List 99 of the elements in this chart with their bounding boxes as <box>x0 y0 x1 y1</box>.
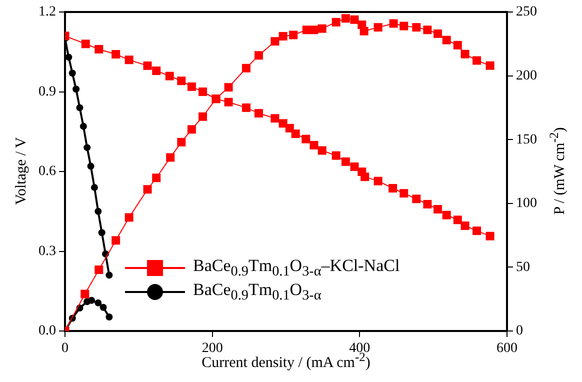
point <box>442 36 451 44</box>
point <box>434 29 442 38</box>
point <box>350 162 359 171</box>
point <box>198 112 207 121</box>
point <box>486 61 494 70</box>
point <box>242 64 250 72</box>
point <box>472 226 482 236</box>
y2-tick-label: 150 <box>516 132 537 148</box>
point <box>68 70 76 77</box>
point <box>152 66 161 75</box>
point <box>124 56 134 64</box>
point <box>318 24 326 33</box>
point <box>187 82 196 91</box>
point <box>460 50 470 58</box>
point <box>434 205 442 214</box>
point <box>332 18 340 26</box>
point <box>318 146 326 155</box>
point <box>254 51 263 60</box>
point <box>72 86 80 93</box>
point <box>152 174 161 182</box>
point <box>224 98 233 106</box>
y-tick-label: 0.0 <box>38 324 56 339</box>
point <box>400 22 408 30</box>
point <box>143 61 152 70</box>
point <box>453 40 462 50</box>
y-axis-title: Voltage / V <box>14 137 30 205</box>
point <box>177 138 186 146</box>
point <box>87 162 94 170</box>
point <box>177 76 186 86</box>
y2-tick-label: 200 <box>516 68 537 84</box>
point <box>291 130 300 138</box>
point <box>80 122 87 130</box>
y-tick-label: 0.3 <box>38 244 56 259</box>
x-tick-label: 200 <box>202 341 223 356</box>
point <box>310 140 318 150</box>
point <box>400 189 408 198</box>
legend-label: BaCe$_{0.9}$Tm$_{0.1}$O$_{3-α}$–KCl-NaCl <box>193 256 400 280</box>
point <box>112 50 120 59</box>
y2-tick-label: 250 <box>516 4 537 20</box>
point <box>94 208 102 215</box>
point <box>360 172 370 182</box>
legend-label: BaCe$_{0.9}$Tm$_{0.1}$O$_{3-α}$ <box>193 280 322 304</box>
point <box>423 200 432 208</box>
point <box>90 184 98 191</box>
point <box>84 144 91 152</box>
point <box>106 313 113 320</box>
y-tick-label: 0.9 <box>38 84 56 100</box>
y2-tick-label: 50 <box>516 260 530 275</box>
point <box>423 26 432 34</box>
point <box>112 236 120 245</box>
y2-tick-label: 0 <box>516 324 523 339</box>
point <box>278 32 288 40</box>
point <box>486 232 494 240</box>
point <box>98 229 106 236</box>
point <box>242 103 250 112</box>
point <box>278 119 288 128</box>
point <box>80 290 90 298</box>
point <box>165 72 174 80</box>
point <box>412 194 421 204</box>
point <box>341 14 350 23</box>
x-tick-label: 0 <box>62 341 68 356</box>
point <box>270 114 280 123</box>
x-tick-label: 600 <box>496 341 518 356</box>
point <box>472 56 482 65</box>
point <box>198 88 207 96</box>
point <box>332 151 340 160</box>
point <box>270 37 280 46</box>
y-tick-label: 0.6 <box>38 164 56 180</box>
point <box>453 216 462 224</box>
point <box>94 44 104 54</box>
point <box>302 134 310 144</box>
point <box>310 26 318 34</box>
point <box>76 104 84 112</box>
point <box>187 125 196 134</box>
point <box>460 221 470 230</box>
point <box>388 184 398 192</box>
point <box>374 176 382 186</box>
point <box>88 296 96 304</box>
point <box>143 185 152 194</box>
point <box>389 19 398 28</box>
point <box>100 304 107 311</box>
point <box>442 210 451 220</box>
point <box>254 109 263 118</box>
point <box>360 26 368 36</box>
point <box>350 15 359 24</box>
point <box>65 54 72 61</box>
point <box>341 157 350 166</box>
point <box>374 23 382 32</box>
point <box>166 153 175 162</box>
point <box>106 272 113 279</box>
y-tick-label: 1.2 <box>38 4 56 20</box>
point <box>224 83 233 92</box>
point <box>94 299 102 306</box>
point <box>124 213 134 222</box>
point <box>94 266 104 274</box>
point <box>289 30 298 40</box>
point <box>81 40 90 48</box>
point <box>412 23 421 32</box>
y2-tick-label: 100 <box>516 196 537 212</box>
